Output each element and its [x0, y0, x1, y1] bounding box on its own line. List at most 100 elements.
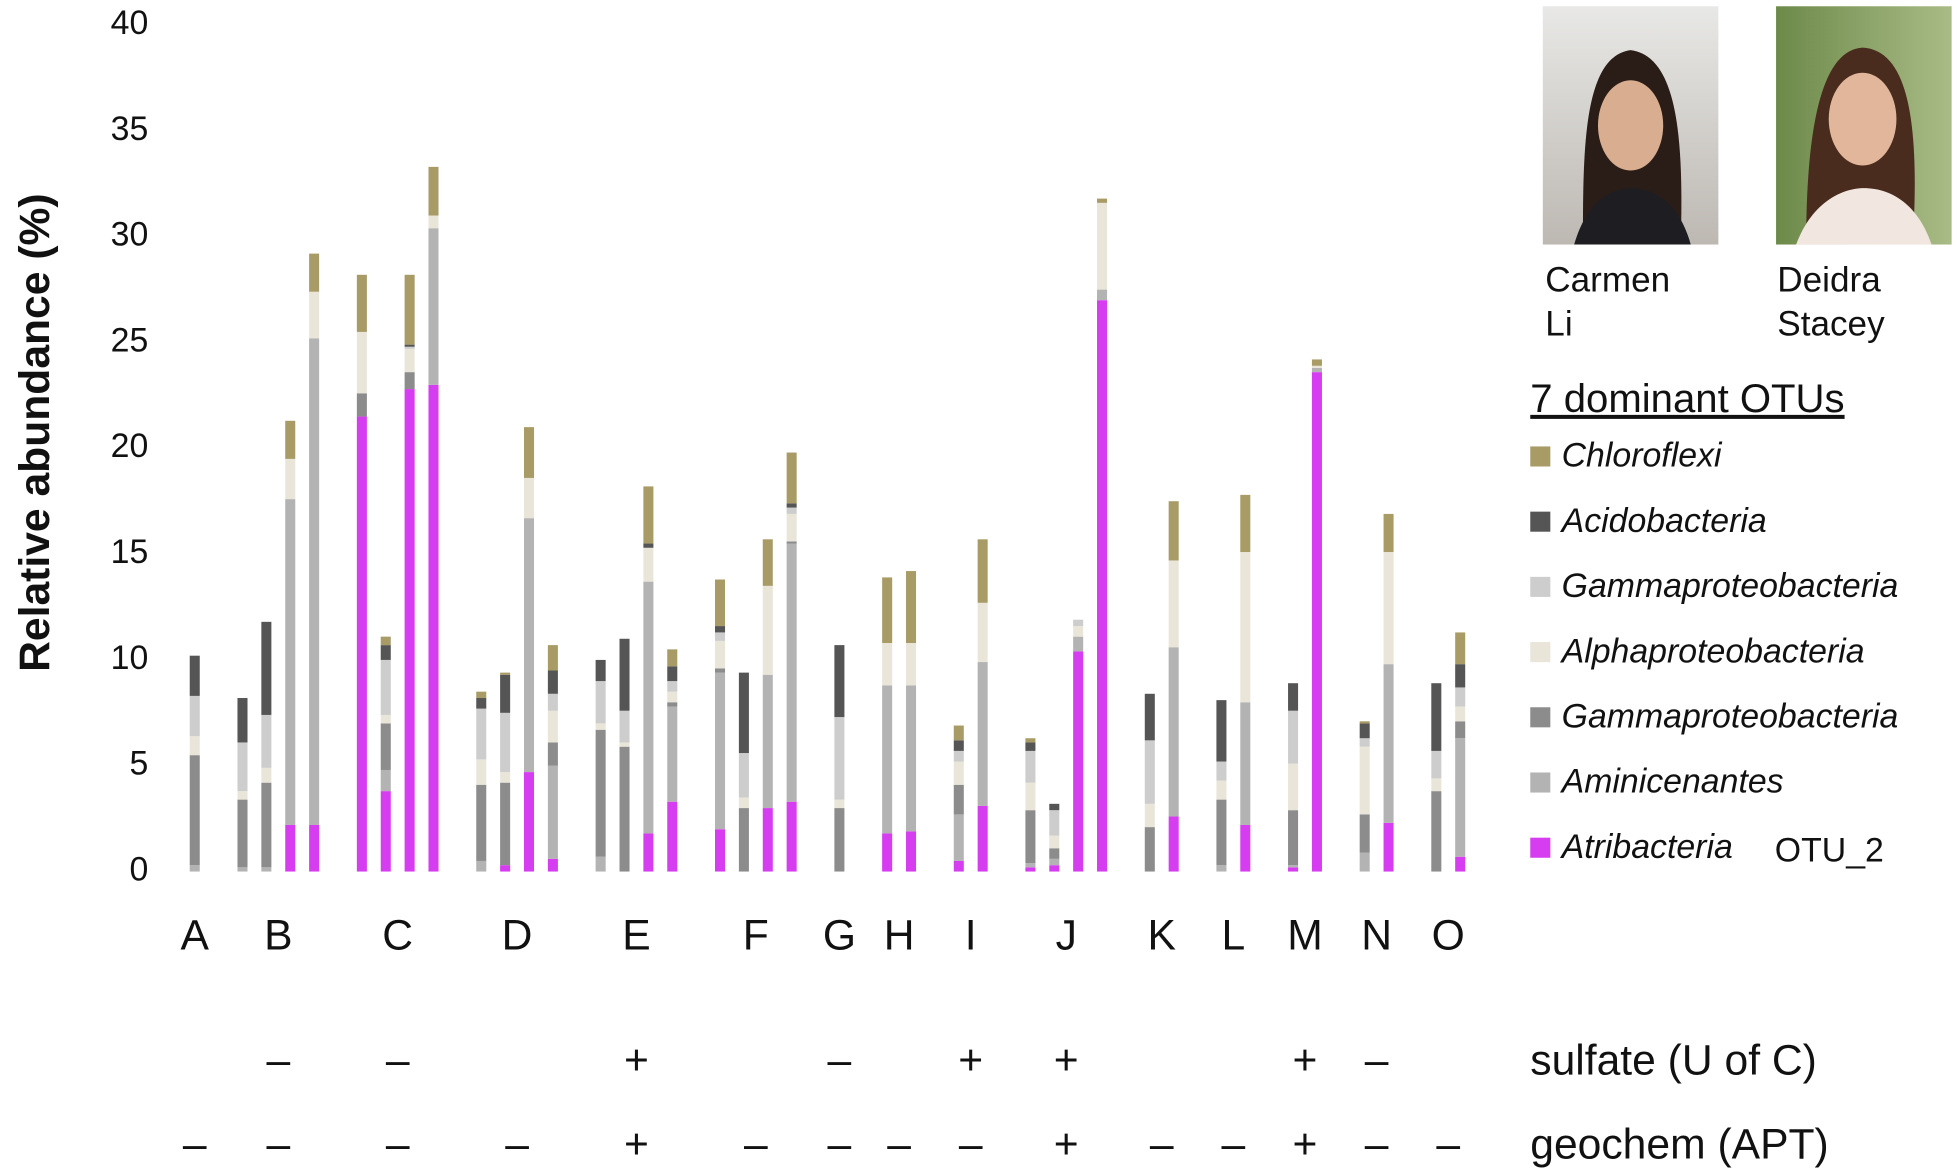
- bar-segment: [357, 417, 367, 872]
- bar-segment: [954, 726, 964, 741]
- bar-segment: [190, 736, 200, 755]
- bar-segment: [381, 660, 391, 715]
- group-label: O: [1432, 911, 1465, 959]
- bar-segment: [763, 675, 773, 808]
- bar-segment: [834, 800, 844, 808]
- bar-segment: [476, 861, 486, 872]
- bar-segment: [381, 645, 391, 660]
- bar-segment: [978, 806, 988, 872]
- bar-segment: [834, 717, 844, 800]
- geochem-mark: –: [887, 1121, 911, 1169]
- bar-segment: [1049, 859, 1059, 865]
- bar-segment: [643, 486, 653, 543]
- bar-segment: [1240, 702, 1250, 825]
- group-label: C: [382, 911, 413, 959]
- bar-segment: [596, 681, 606, 723]
- bar-segment: [476, 785, 486, 861]
- bar-segment: [428, 167, 438, 216]
- bar-segment: [978, 539, 988, 602]
- bar-segment: [1360, 723, 1370, 738]
- y-tick-label: 15: [111, 533, 149, 571]
- sulfate-mark: –: [1365, 1037, 1389, 1085]
- bar-segment: [643, 833, 653, 871]
- bar-segment: [596, 857, 606, 872]
- bar-segment: [739, 808, 749, 871]
- bar-segment: [1288, 865, 1298, 867]
- bar-segment: [261, 768, 271, 783]
- bar-segment: [500, 865, 510, 871]
- bar-segment: [1360, 738, 1370, 746]
- bar-segment: [428, 216, 438, 229]
- geochem-mark: –: [1150, 1121, 1174, 1169]
- sulfate-mark: –: [828, 1037, 852, 1085]
- bar-segment: [643, 548, 653, 582]
- bar-segment: [715, 673, 725, 830]
- bar-segment: [548, 742, 558, 765]
- group-label: I: [965, 911, 977, 959]
- geochem-mark: –: [1436, 1121, 1460, 1169]
- bar-segment: [1240, 552, 1250, 702]
- y-tick-label: 5: [130, 745, 149, 783]
- bar-segment: [1169, 501, 1179, 560]
- bar-segment: [1384, 664, 1394, 823]
- legend-label: Gammaproteobacteria: [1562, 567, 1899, 605]
- bar-segment: [1025, 810, 1035, 863]
- sulfate-mark: –: [266, 1037, 290, 1085]
- bar-segment: [906, 685, 916, 831]
- bar-segment: [237, 800, 247, 868]
- group-label: L: [1222, 911, 1246, 959]
- bar-segment: [500, 673, 510, 675]
- bar-segment: [1097, 300, 1107, 871]
- bar-segment: [1145, 804, 1155, 827]
- bar-segment: [500, 783, 510, 866]
- geochem-mark: +: [1293, 1121, 1318, 1169]
- bar-segment: [548, 766, 558, 859]
- sulfate-mark: +: [1054, 1037, 1079, 1085]
- geochem-mark: +: [624, 1121, 649, 1169]
- y-tick-label: 0: [130, 850, 149, 888]
- bar-segment: [1049, 848, 1059, 859]
- bar-segment: [190, 755, 200, 865]
- bar-segment: [1216, 800, 1226, 866]
- bar-segment: [285, 459, 295, 499]
- bar-segment: [954, 785, 964, 815]
- bar-segment: [715, 829, 725, 871]
- bar-segment: [1025, 742, 1035, 750]
- bar-segment: [309, 338, 319, 825]
- bar-segment: [524, 427, 534, 478]
- bar-segment: [1097, 203, 1107, 290]
- bar-segment: [524, 518, 534, 772]
- group-label: K: [1148, 911, 1176, 959]
- bar-segment: [1240, 495, 1250, 552]
- bar-segment: [1025, 863, 1035, 867]
- y-tick-label: 25: [111, 321, 149, 359]
- bar-segment: [906, 831, 916, 871]
- bar-segment: [285, 421, 295, 459]
- bar-segment: [882, 833, 892, 871]
- geochem-mark: –: [959, 1121, 983, 1169]
- bar-segment: [1288, 711, 1298, 764]
- bar-segment: [834, 808, 844, 871]
- bar-segment: [787, 508, 797, 514]
- bar-segment: [787, 453, 797, 504]
- bar-segment: [309, 254, 319, 292]
- bar-segment: [500, 772, 510, 783]
- bar-segment: [763, 808, 773, 871]
- group-label: G: [823, 911, 856, 959]
- geochem-mark: –: [744, 1121, 768, 1169]
- bar-segment: [1240, 825, 1250, 872]
- bar-segment: [1431, 791, 1441, 871]
- bar-segment: [954, 762, 964, 785]
- bar-segment: [1360, 747, 1370, 815]
- bar-segment: [667, 702, 677, 706]
- y-tick-label: 20: [111, 427, 149, 465]
- bar-segment: [1073, 651, 1083, 871]
- bar-segment: [1455, 664, 1465, 687]
- legend-title: 7 dominant OTUs: [1530, 376, 1844, 421]
- legend-swatch: [1530, 772, 1550, 792]
- bar-segment: [1025, 867, 1035, 871]
- bar-segment: [1049, 810, 1059, 835]
- bar-segment: [405, 372, 415, 389]
- bar-segment: [978, 662, 988, 806]
- bar-segment: [1216, 781, 1226, 800]
